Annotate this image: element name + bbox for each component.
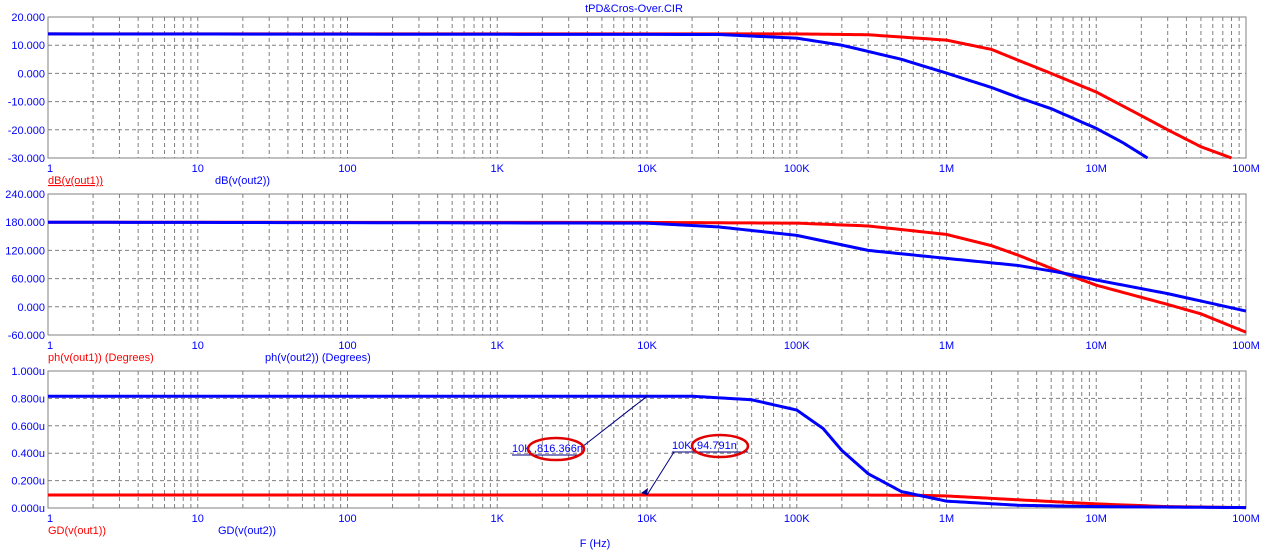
y-tick-label: 0.800u: [11, 393, 45, 405]
y-tick-label: 120.000: [5, 245, 45, 257]
legend-out2: dB(v(out2)): [215, 175, 270, 187]
x-tick-label: 100: [338, 163, 356, 175]
x-tick-label: 10: [192, 340, 204, 352]
x-tick-label: 1: [47, 163, 53, 175]
y-tick-label: -20.000: [8, 125, 45, 137]
x-tick-label: 100M: [1232, 163, 1260, 175]
x-tick-label: 1M: [939, 163, 954, 175]
series-line-db-v-out2-: [47, 32, 1149, 160]
chart-title: tPD&Cros-Over.CIR: [585, 3, 683, 15]
x-tick-label: 100M: [1232, 513, 1260, 525]
annotation-value: ,816.366n: [534, 443, 583, 455]
plot-frame: [47, 16, 1247, 159]
x-tick-label: 100K: [784, 163, 810, 175]
y-tick-label: 0.000: [17, 302, 45, 314]
y-tick-label: -10.000: [8, 97, 45, 109]
x-tick-label: 1K: [491, 163, 505, 175]
x-tick-label: 1M: [939, 513, 954, 525]
x-tick-label: 10: [192, 163, 204, 175]
x-tick-label: 10: [192, 513, 204, 525]
x-tick-label: 10K: [637, 163, 657, 175]
x-tick-label: 100: [338, 340, 356, 352]
x-tick-label: 10K: [637, 513, 657, 525]
annotation-x: 10K: [512, 443, 532, 455]
x-tick-label: 1: [47, 513, 53, 525]
annotation-x: 10K: [672, 440, 692, 452]
annotation-value: ,94.791n: [694, 440, 737, 452]
series-line-db-v-out1-: [48, 32, 1233, 160]
x-tick-label: 10M: [1086, 163, 1107, 175]
annotation-arrow: [581, 395, 648, 448]
legend-out1: ph(v(out1)) (Degrees): [48, 352, 154, 364]
x-tick-label: 10M: [1086, 513, 1107, 525]
x-tick-label: 10K: [637, 340, 657, 352]
x-tick-label: 1K: [491, 340, 505, 352]
x-tick-label: 100K: [784, 340, 810, 352]
highlight-ellipse: [690, 433, 750, 459]
series-line-gd-v-out2-: [48, 394, 1247, 510]
x-tick-label: 100: [338, 513, 356, 525]
legend-out2: ph(v(out2)) (Degrees): [265, 352, 371, 364]
y-tick-label: 10.000: [11, 40, 45, 52]
x-axis-label: F (Hz): [580, 538, 611, 550]
y-tick-label: 0.600u: [11, 421, 45, 433]
series-line-ph-v-out1-: [47, 220, 1247, 334]
y-tick-label: 0.000: [17, 68, 45, 80]
legend-out2: GD(v(out2)): [218, 525, 276, 537]
x-tick-label: 1K: [491, 513, 505, 525]
y-tick-label: 240.000: [5, 189, 45, 201]
y-tick-label: 20.000: [11, 12, 45, 24]
legend-out1: GD(v(out1)): [48, 525, 106, 537]
y-tick-label: -30.000: [8, 153, 45, 165]
y-tick-label: 60.000: [11, 274, 45, 286]
y-tick-label: 0.000u: [11, 503, 45, 515]
plot-frame: [47, 370, 1247, 509]
x-tick-label: 100M: [1232, 340, 1260, 352]
x-tick-label: 100K: [784, 513, 810, 525]
highlight-ellipse: [526, 436, 586, 462]
x-tick-label: 10M: [1086, 340, 1107, 352]
x-tick-label: 1M: [939, 340, 954, 352]
legend-out1: dB(v(out1)): [48, 175, 103, 187]
x-tick-label: 1: [47, 340, 53, 352]
arrow-head: [641, 396, 647, 403]
y-tick-label: 0.200u: [11, 476, 45, 488]
plot-frame: [47, 193, 1247, 336]
arrow-head: [641, 488, 648, 496]
series-line-ph-v-out2-: [47, 220, 1247, 313]
y-tick-label: 0.400u: [11, 448, 45, 460]
annotation-arrow: [646, 451, 675, 496]
y-tick-label: -60.000: [8, 330, 45, 342]
y-tick-label: 1.000u: [11, 366, 45, 378]
y-tick-label: 180.000: [5, 217, 45, 229]
